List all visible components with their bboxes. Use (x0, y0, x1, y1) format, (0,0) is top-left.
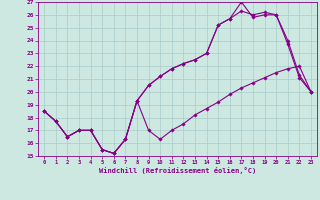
X-axis label: Windchill (Refroidissement éolien,°C): Windchill (Refroidissement éolien,°C) (99, 167, 256, 174)
